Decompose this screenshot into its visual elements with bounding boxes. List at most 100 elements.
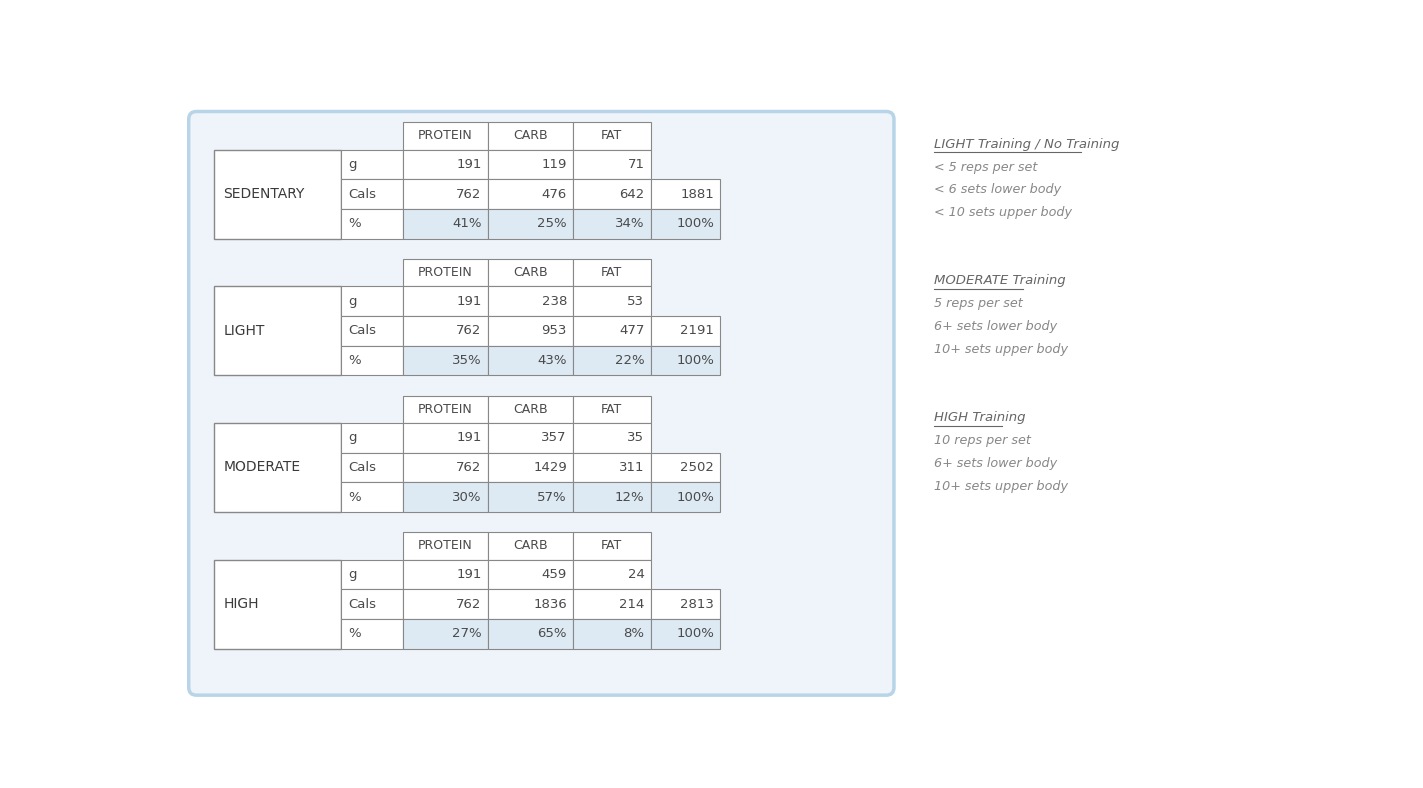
Text: MODERATE Training: MODERATE Training xyxy=(933,274,1066,288)
Bar xyxy=(573,423,650,452)
Text: LIGHT Training / No Training: LIGHT Training / No Training xyxy=(933,138,1118,151)
Text: g: g xyxy=(349,431,357,444)
Text: FAT: FAT xyxy=(602,266,622,279)
Text: CARB: CARB xyxy=(514,403,548,416)
Text: 100%: 100% xyxy=(676,627,714,641)
Text: 24: 24 xyxy=(628,568,645,581)
Text: 5 reps per set: 5 reps per set xyxy=(933,297,1022,310)
Text: 35: 35 xyxy=(628,431,645,444)
Bar xyxy=(403,150,488,179)
Bar xyxy=(403,316,488,346)
Bar xyxy=(573,346,650,375)
Text: 476: 476 xyxy=(542,188,566,201)
Text: Cals: Cals xyxy=(349,188,376,201)
Bar xyxy=(403,482,488,512)
Text: PROTEIN: PROTEIN xyxy=(418,540,472,552)
Bar xyxy=(403,423,488,452)
Text: 1881: 1881 xyxy=(680,188,714,201)
Bar xyxy=(403,286,488,316)
Bar xyxy=(215,286,340,375)
Bar xyxy=(215,559,340,649)
Text: 65%: 65% xyxy=(538,627,566,641)
Text: g: g xyxy=(349,295,357,307)
Text: 1429: 1429 xyxy=(534,461,566,474)
Bar xyxy=(403,559,488,589)
Text: 191: 191 xyxy=(457,568,481,581)
Text: 762: 762 xyxy=(457,324,481,337)
Bar xyxy=(488,122,573,150)
Text: 119: 119 xyxy=(542,158,566,171)
Bar xyxy=(488,482,573,512)
Bar xyxy=(403,346,488,375)
Bar xyxy=(573,209,650,239)
Bar xyxy=(340,452,403,482)
Bar xyxy=(340,316,403,346)
Bar xyxy=(573,179,650,209)
Text: SEDENTARY: SEDENTARY xyxy=(223,187,305,201)
Bar xyxy=(215,150,340,239)
Text: 762: 762 xyxy=(457,597,481,611)
Text: %: % xyxy=(349,217,361,230)
Bar xyxy=(488,179,573,209)
Bar xyxy=(650,619,720,649)
Bar xyxy=(573,150,650,179)
Text: CARB: CARB xyxy=(514,129,548,143)
Text: 6+ sets lower body: 6+ sets lower body xyxy=(933,457,1057,470)
Bar xyxy=(488,209,573,239)
Bar xyxy=(340,346,403,375)
Text: 8%: 8% xyxy=(623,627,645,641)
Text: MODERATE: MODERATE xyxy=(223,460,300,474)
Text: 6+ sets lower body: 6+ sets lower body xyxy=(933,320,1057,333)
Bar xyxy=(340,589,403,619)
Bar xyxy=(573,533,650,559)
Bar xyxy=(403,533,488,559)
Bar xyxy=(488,589,573,619)
Text: HIGH: HIGH xyxy=(223,597,259,611)
Text: 1836: 1836 xyxy=(534,597,566,611)
Text: PROTEIN: PROTEIN xyxy=(418,129,472,143)
Bar xyxy=(650,209,720,239)
Bar xyxy=(340,179,403,209)
Text: 214: 214 xyxy=(619,597,645,611)
Text: 53: 53 xyxy=(628,295,645,307)
Text: < 5 reps per set: < 5 reps per set xyxy=(933,161,1037,174)
Text: 311: 311 xyxy=(619,461,645,474)
Text: Cals: Cals xyxy=(349,324,376,337)
Text: 191: 191 xyxy=(457,295,481,307)
Text: 459: 459 xyxy=(542,568,566,581)
Bar xyxy=(650,316,720,346)
Text: FAT: FAT xyxy=(602,540,622,552)
Text: 357: 357 xyxy=(541,431,566,444)
Bar xyxy=(573,589,650,619)
Text: < 10 sets upper body: < 10 sets upper body xyxy=(933,206,1072,219)
Text: 2191: 2191 xyxy=(680,324,714,337)
Bar xyxy=(488,346,573,375)
Bar xyxy=(573,482,650,512)
Bar xyxy=(573,619,650,649)
Bar xyxy=(403,179,488,209)
Text: 27%: 27% xyxy=(453,627,481,641)
Bar xyxy=(573,559,650,589)
Bar xyxy=(650,452,720,482)
Text: g: g xyxy=(349,158,357,171)
Text: 100%: 100% xyxy=(676,217,714,230)
Bar xyxy=(488,559,573,589)
Text: LIGHT: LIGHT xyxy=(223,324,265,338)
Bar xyxy=(403,619,488,649)
Text: 43%: 43% xyxy=(538,354,566,367)
Bar xyxy=(650,179,720,209)
Text: PROTEIN: PROTEIN xyxy=(418,266,472,279)
Bar xyxy=(573,316,650,346)
Bar xyxy=(573,452,650,482)
Bar xyxy=(403,589,488,619)
Bar xyxy=(488,396,573,423)
Bar xyxy=(488,286,573,316)
Bar xyxy=(340,286,403,316)
FancyBboxPatch shape xyxy=(189,111,894,695)
Bar xyxy=(488,423,573,452)
Text: 71: 71 xyxy=(628,158,645,171)
Bar xyxy=(573,259,650,286)
Text: PROTEIN: PROTEIN xyxy=(418,403,472,416)
Text: 2813: 2813 xyxy=(680,597,714,611)
Text: 12%: 12% xyxy=(615,491,645,504)
